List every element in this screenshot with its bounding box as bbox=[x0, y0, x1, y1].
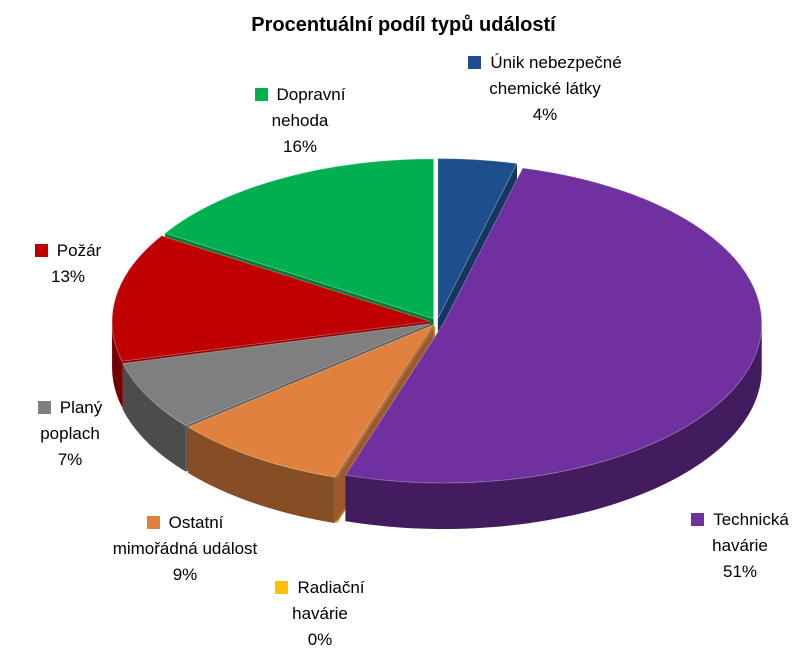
slice bbox=[437, 158, 518, 319]
legend-swatch bbox=[275, 581, 289, 594]
slice bbox=[121, 323, 431, 427]
slice bbox=[111, 235, 431, 362]
data-label: Únik nebezpečné chemické látky 4% bbox=[465, 50, 625, 128]
data-label: Ostatní mimořádná událost 9% bbox=[110, 510, 260, 588]
slice-side bbox=[345, 322, 762, 529]
data-label: Dopravní nehoda 16% bbox=[230, 82, 370, 160]
slice-shade bbox=[122, 363, 186, 472]
slice-side bbox=[112, 321, 123, 408]
category-label: Dopravní nehoda bbox=[271, 85, 346, 130]
legend-swatch bbox=[146, 516, 160, 529]
slice bbox=[164, 158, 435, 320]
value-label: 13% bbox=[50, 267, 86, 286]
value-label: 16% bbox=[282, 137, 318, 156]
slice-side bbox=[122, 363, 186, 472]
legend-swatch bbox=[34, 244, 48, 257]
legend-swatch bbox=[468, 56, 482, 69]
data-label: Technická havárie 51% bbox=[680, 507, 800, 585]
category-label: Planý poplach bbox=[40, 398, 103, 443]
category-label: Technická havárie bbox=[712, 510, 789, 555]
value-label: 0% bbox=[307, 630, 333, 649]
legend-swatch bbox=[254, 88, 268, 101]
category-label: Únik nebezpečné chemické látky bbox=[489, 53, 622, 98]
data-label: Radiační havárie 0% bbox=[255, 575, 385, 653]
slice bbox=[336, 325, 436, 478]
chart-title: Procentuální podíl typů událostí bbox=[251, 14, 556, 36]
value-label: 51% bbox=[722, 562, 758, 581]
data-label: Požár 13% bbox=[18, 238, 118, 290]
slice bbox=[344, 167, 763, 484]
slice-shade bbox=[345, 322, 762, 529]
value-label: 9% bbox=[172, 565, 198, 584]
legend-swatch bbox=[37, 401, 51, 414]
slice-side bbox=[188, 426, 335, 524]
slice-shade bbox=[188, 426, 335, 524]
slice-shade bbox=[112, 321, 123, 408]
category-label: Ostatní mimořádná událost bbox=[112, 513, 258, 558]
category-label: Požár bbox=[56, 241, 102, 260]
category-label: Radiační havárie bbox=[292, 578, 365, 623]
slice bbox=[186, 323, 435, 478]
value-label: 4% bbox=[532, 105, 558, 124]
data-label: Planý poplach 7% bbox=[20, 395, 120, 473]
legend-swatch bbox=[691, 513, 705, 526]
value-label: 7% bbox=[57, 450, 83, 469]
